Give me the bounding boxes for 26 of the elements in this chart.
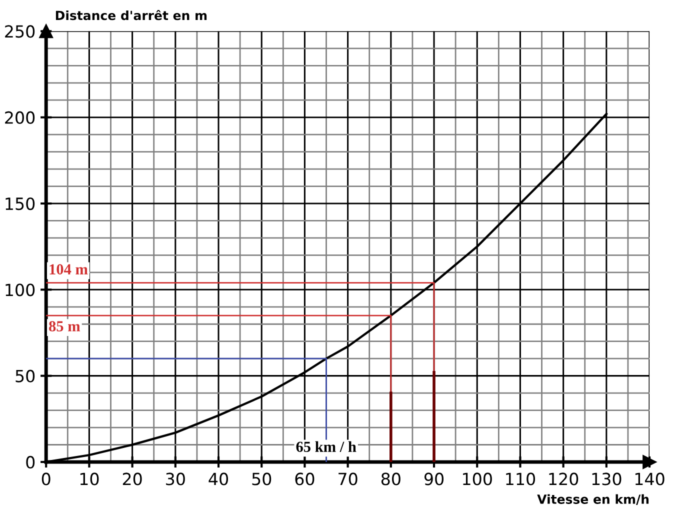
x-tick-label: 40 bbox=[208, 472, 228, 486]
annotation: 104 m bbox=[50, 264, 88, 274]
x-tick-label: 70 bbox=[338, 472, 358, 486]
x-tick-label: 100 bbox=[463, 472, 492, 486]
y-axis-title: Distance d'arrêt en m bbox=[56, 10, 207, 20]
y-tick-label: 200 bbox=[5, 111, 35, 124]
annotation: 85 m bbox=[49, 321, 80, 332]
x-tick-label: 60 bbox=[295, 472, 314, 486]
x-tick-label: 10 bbox=[80, 472, 99, 486]
y-tick-label: 50 bbox=[16, 370, 35, 382]
x-tick-label: 80 bbox=[381, 472, 400, 486]
x-tick-label: 50 bbox=[252, 472, 272, 486]
x-tick-label: 30 bbox=[166, 472, 185, 486]
x-tick-label: 140 bbox=[635, 472, 664, 486]
y-tick-label: 150 bbox=[6, 197, 35, 210]
x-tick-label: 120 bbox=[549, 472, 578, 486]
y-tick-label: 0 bbox=[26, 456, 35, 469]
x-tick-label: 130 bbox=[592, 472, 622, 486]
y-tick-label: 100 bbox=[6, 284, 35, 296]
annotation: 65 km / h bbox=[296, 441, 356, 452]
x-tick-label: 110 bbox=[506, 472, 536, 486]
x-tick-label: 90 bbox=[424, 472, 444, 486]
x-axis-title: Vitesse en km/h bbox=[537, 494, 649, 505]
x-tick-label: 20 bbox=[122, 472, 142, 486]
x-tick-label: 0 bbox=[42, 472, 50, 486]
y-tick-label: 250 bbox=[5, 25, 35, 38]
